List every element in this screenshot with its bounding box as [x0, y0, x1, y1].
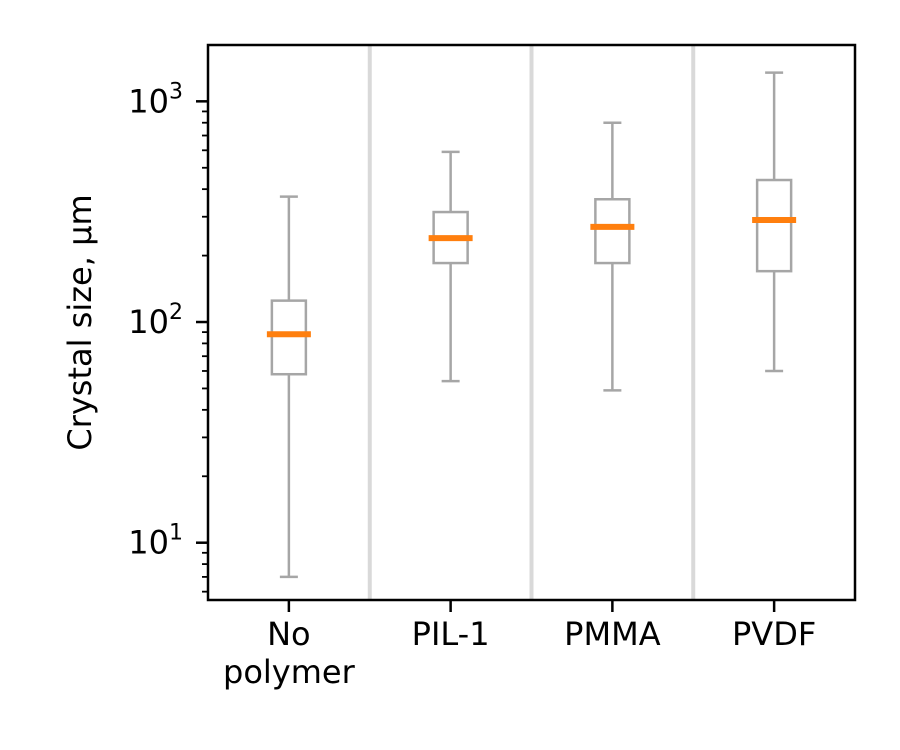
x-tick-label: PIL-1 [412, 615, 490, 653]
iqr-box [594, 198, 631, 265]
iqr-box [270, 299, 308, 376]
x-tick-label: PVDF [732, 615, 816, 653]
y-axis-label: Crystal size, µm [61, 194, 99, 450]
box-series [266, 71, 797, 579]
box-group [428, 150, 473, 383]
y-tick-label: 101 [128, 521, 183, 562]
category-separators [367, 45, 696, 600]
y-tick-label: 102 [128, 300, 183, 341]
box-group [752, 71, 797, 373]
box-group [266, 195, 311, 579]
iqr-box [755, 178, 793, 273]
x-axis: No polymer PIL-1 PMMA PVDF [223, 600, 816, 691]
x-tick-label: No polymer [223, 615, 356, 691]
y-tick-label: 103 [128, 79, 183, 120]
y-axis: 101 102 103 [128, 79, 208, 593]
box-group [590, 121, 635, 392]
x-tick-label: PMMA [564, 615, 661, 653]
